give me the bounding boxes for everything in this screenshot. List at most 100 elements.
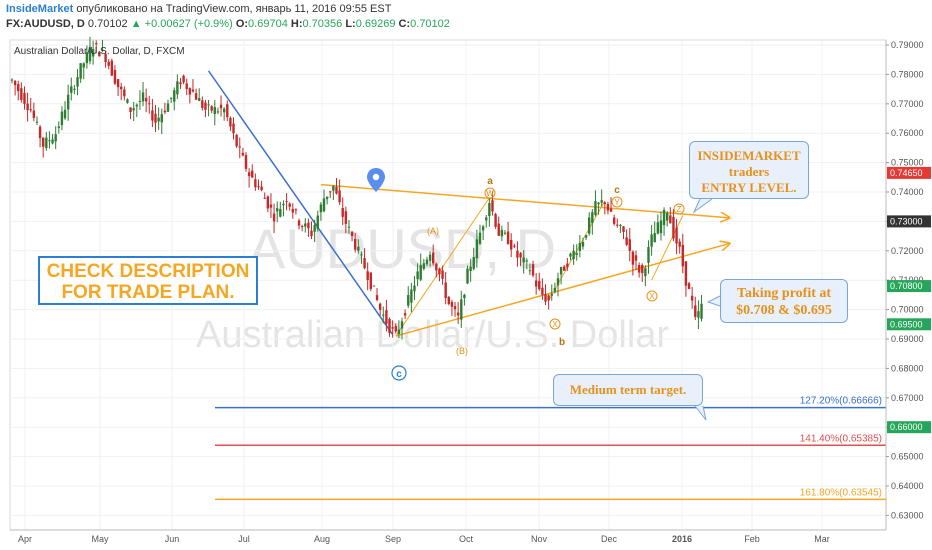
candle-body	[669, 215, 672, 224]
candle-body	[441, 270, 444, 279]
candle-body	[116, 79, 120, 88]
candle-body	[344, 211, 348, 224]
candle-body	[169, 97, 173, 99]
candle-body	[42, 137, 45, 147]
candle-body	[612, 217, 616, 224]
candle-body	[403, 313, 407, 316]
candle-body	[45, 137, 48, 149]
candle-body	[566, 263, 569, 268]
candle-body	[419, 265, 422, 280]
candle-body	[360, 254, 363, 256]
candle-body	[51, 139, 54, 144]
candle-body	[687, 283, 691, 289]
candle-body	[531, 264, 535, 276]
candle-body	[407, 295, 410, 306]
candle-body	[634, 255, 638, 261]
candle-body	[185, 83, 188, 90]
candle-body	[478, 232, 482, 244]
trendlines	[207, 70, 730, 421]
candle-body	[697, 311, 700, 318]
map-marker-icon[interactable]	[367, 168, 385, 192]
candle-body	[681, 245, 684, 267]
candle-body	[332, 185, 335, 191]
candle-body	[291, 208, 294, 213]
header-line-1: InsideMarket опубликовано на TradingView…	[6, 2, 450, 17]
candle-body	[678, 241, 681, 247]
open-key: O:	[235, 18, 249, 30]
low-key: L:	[345, 18, 356, 30]
time-tick-label: Jun	[165, 534, 180, 544]
low-value: 0.69269	[355, 18, 396, 30]
candle-body	[210, 106, 213, 111]
candle-body	[594, 201, 597, 216]
candle-body	[226, 104, 229, 118]
brand-name[interactable]: InsideMarket	[6, 3, 74, 15]
candle-body	[198, 98, 201, 101]
candle-body	[581, 242, 585, 247]
time-tick-label: Oct	[459, 534, 474, 544]
candle-body	[631, 251, 635, 265]
time-tick-label: 2016	[672, 534, 692, 544]
candle-body	[319, 204, 323, 213]
candle-body	[522, 257, 525, 263]
wave-X1: X	[552, 320, 558, 329]
candle-body	[126, 99, 129, 103]
price-badge-label: 0.70800	[890, 281, 923, 291]
wave-c: c	[614, 185, 620, 196]
time-tick-label: Mar	[814, 534, 830, 544]
candle-body	[463, 294, 466, 299]
candle-body	[176, 81, 179, 95]
price-badge	[887, 421, 931, 434]
candle-body	[207, 104, 210, 106]
candle-body	[244, 155, 248, 169]
time-tick-label: Jul	[238, 534, 250, 544]
wave-A: (A)	[427, 226, 439, 236]
candle-body	[204, 102, 207, 110]
take-profit-callout: Taking profit at $0.708 & $0.695	[720, 279, 848, 323]
candle-body	[282, 203, 285, 206]
plan-line-1: CHECK DESCRIPTION	[46, 261, 250, 282]
candle-body	[513, 245, 516, 247]
candle-body	[469, 266, 472, 271]
price-tick-label: 0.68000	[891, 363, 924, 373]
candle-body	[650, 234, 653, 247]
candle-body	[619, 225, 622, 227]
candle-body	[91, 49, 95, 57]
candles	[10, 36, 703, 340]
price-badge	[887, 280, 931, 293]
candle-body	[625, 237, 628, 245]
trade-plan-box: CHECK DESCRIPTION FOR TRADE PLAN.	[38, 256, 258, 305]
candle-body	[485, 217, 488, 221]
candle-body	[456, 312, 460, 316]
candle-body	[235, 134, 238, 147]
candle-body	[559, 267, 563, 275]
tp-line-2: $0.708 & $0.695	[736, 303, 832, 318]
legend-title: Australian Dollar/U.S. Dollar, D, FXCM	[14, 46, 185, 57]
candle-body	[375, 295, 379, 301]
candle-body	[472, 257, 475, 269]
candle-body	[553, 287, 557, 292]
time-tick-label: Apr	[18, 534, 32, 544]
candle-body	[13, 80, 17, 86]
high-key: H:	[290, 18, 303, 30]
candle-body	[166, 103, 170, 112]
price-tick-label: 0.76000	[891, 128, 924, 138]
candle-body	[494, 214, 497, 227]
candle-body	[247, 172, 251, 177]
time-tick-label: Dec	[601, 534, 618, 544]
candle-body	[107, 61, 110, 66]
time-tick-label: Sep	[385, 534, 401, 544]
candle-body	[60, 111, 64, 126]
candle-body	[569, 253, 572, 257]
price-tick-label: 0.79000	[891, 40, 924, 50]
candle-body	[88, 47, 92, 62]
candle-body	[475, 239, 479, 259]
candle-body	[413, 285, 416, 292]
candle-body	[17, 84, 20, 92]
candle-body	[675, 227, 678, 244]
candle-body	[48, 140, 51, 142]
candle-body	[641, 264, 644, 274]
candle-body	[263, 197, 266, 199]
time-axis[interactable]: Apr May Jun Jul Aug Sep Oct Nov Dec 2016 Feb Mar	[10, 529, 886, 544]
candle-body	[285, 201, 288, 203]
